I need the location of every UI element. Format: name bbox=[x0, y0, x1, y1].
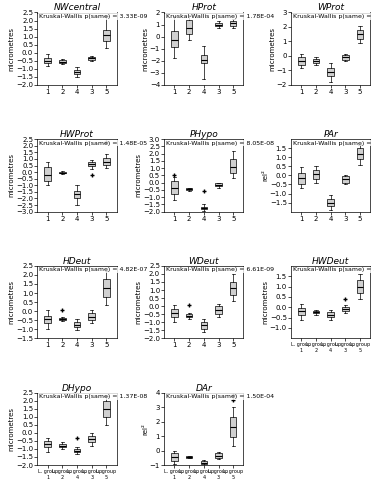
Y-axis label: micrometres: micrometres bbox=[9, 26, 15, 70]
PathPatch shape bbox=[45, 316, 51, 323]
Y-axis label: micrometres: micrometres bbox=[9, 154, 15, 198]
PathPatch shape bbox=[74, 449, 80, 452]
PathPatch shape bbox=[200, 462, 207, 464]
PathPatch shape bbox=[298, 172, 304, 184]
Y-axis label: micrometres: micrometres bbox=[135, 154, 141, 198]
Title: WDeut: WDeut bbox=[188, 257, 219, 266]
PathPatch shape bbox=[230, 417, 236, 438]
PathPatch shape bbox=[357, 280, 363, 293]
Text: Kruskal-Wallis p(same) = 3.33E-09: Kruskal-Wallis p(same) = 3.33E-09 bbox=[39, 14, 147, 19]
PathPatch shape bbox=[215, 23, 222, 26]
Y-axis label: rel²: rel² bbox=[262, 170, 268, 181]
PathPatch shape bbox=[313, 312, 319, 314]
PathPatch shape bbox=[298, 308, 304, 314]
PathPatch shape bbox=[59, 172, 66, 174]
Text: Kruskal-Wallis p(same) = 8.05E-08: Kruskal-Wallis p(same) = 8.05E-08 bbox=[166, 140, 274, 145]
Y-axis label: micrometres: micrometres bbox=[9, 280, 15, 324]
PathPatch shape bbox=[171, 30, 178, 48]
PathPatch shape bbox=[200, 322, 207, 328]
PathPatch shape bbox=[230, 21, 236, 26]
Text: Kruskal-Wallis p(same) = 5.48E-07: Kruskal-Wallis p(same) = 5.48E-07 bbox=[292, 268, 374, 272]
Text: Kruskal-Wallis p(same) = 4.82E-07: Kruskal-Wallis p(same) = 4.82E-07 bbox=[39, 268, 147, 272]
PathPatch shape bbox=[103, 30, 110, 40]
PathPatch shape bbox=[215, 454, 222, 458]
PathPatch shape bbox=[45, 167, 51, 180]
PathPatch shape bbox=[298, 58, 304, 64]
PathPatch shape bbox=[59, 318, 66, 320]
Y-axis label: micrometres: micrometres bbox=[269, 26, 275, 70]
PathPatch shape bbox=[200, 206, 207, 210]
PathPatch shape bbox=[215, 306, 222, 314]
PathPatch shape bbox=[59, 444, 66, 448]
PathPatch shape bbox=[88, 436, 95, 442]
Title: WProt: WProt bbox=[317, 4, 344, 13]
Title: HProt: HProt bbox=[191, 4, 216, 13]
Y-axis label: micrometres: micrometres bbox=[9, 407, 15, 451]
Text: Kruskal-Wallis p(same) = 2.60E-08: Kruskal-Wallis p(same) = 2.60E-08 bbox=[292, 14, 374, 19]
Text: Kruskal-Wallis p(same) = 3.09E-07: Kruskal-Wallis p(same) = 3.09E-07 bbox=[292, 140, 374, 145]
Text: Kruskal-Wallis p(same) = 1.50E-04: Kruskal-Wallis p(same) = 1.50E-04 bbox=[166, 394, 274, 399]
PathPatch shape bbox=[342, 55, 349, 60]
PathPatch shape bbox=[74, 70, 80, 74]
PathPatch shape bbox=[186, 188, 193, 190]
PathPatch shape bbox=[200, 54, 207, 63]
PathPatch shape bbox=[88, 56, 95, 60]
PathPatch shape bbox=[103, 278, 110, 296]
Text: Kruskal-Wallis p(same) = 1.78E-04: Kruskal-Wallis p(same) = 1.78E-04 bbox=[166, 14, 274, 19]
Text: Kruskal-Wallis p(same) = 1.48E-05: Kruskal-Wallis p(same) = 1.48E-05 bbox=[39, 140, 147, 145]
Title: HWDeut: HWDeut bbox=[312, 257, 349, 266]
PathPatch shape bbox=[88, 162, 95, 166]
PathPatch shape bbox=[342, 176, 349, 182]
PathPatch shape bbox=[313, 59, 319, 63]
PathPatch shape bbox=[357, 148, 363, 159]
Y-axis label: rel²: rel² bbox=[142, 423, 148, 434]
PathPatch shape bbox=[327, 312, 334, 316]
Title: HDeut: HDeut bbox=[63, 257, 91, 266]
Title: PHypo: PHypo bbox=[190, 130, 218, 139]
Y-axis label: micrometres: micrometres bbox=[142, 26, 148, 70]
PathPatch shape bbox=[313, 170, 319, 179]
PathPatch shape bbox=[59, 60, 66, 63]
PathPatch shape bbox=[171, 454, 178, 460]
Title: DHypo: DHypo bbox=[62, 384, 92, 392]
PathPatch shape bbox=[74, 322, 80, 328]
PathPatch shape bbox=[327, 199, 334, 206]
Text: Kruskal-Wallis p(same) = 1.37E-08: Kruskal-Wallis p(same) = 1.37E-08 bbox=[39, 394, 147, 399]
Title: DAr: DAr bbox=[196, 384, 212, 392]
Title: PAr: PAr bbox=[323, 130, 338, 139]
PathPatch shape bbox=[74, 190, 80, 198]
PathPatch shape bbox=[357, 30, 363, 38]
PathPatch shape bbox=[186, 314, 193, 318]
Y-axis label: micrometres: micrometres bbox=[262, 280, 268, 324]
PathPatch shape bbox=[230, 160, 236, 172]
PathPatch shape bbox=[88, 313, 95, 320]
PathPatch shape bbox=[103, 158, 110, 165]
PathPatch shape bbox=[45, 58, 51, 63]
PathPatch shape bbox=[45, 441, 51, 448]
PathPatch shape bbox=[186, 456, 193, 458]
Text: Kruskal-Wallis p(same) = 6.61E-09: Kruskal-Wallis p(same) = 6.61E-09 bbox=[166, 268, 274, 272]
Y-axis label: micrometres: micrometres bbox=[135, 280, 141, 324]
PathPatch shape bbox=[103, 400, 110, 416]
PathPatch shape bbox=[171, 181, 178, 194]
PathPatch shape bbox=[230, 282, 236, 295]
PathPatch shape bbox=[186, 20, 193, 34]
Title: NWcentral: NWcentral bbox=[53, 4, 101, 13]
Title: HWProt: HWProt bbox=[60, 130, 94, 139]
PathPatch shape bbox=[171, 310, 178, 318]
PathPatch shape bbox=[215, 184, 222, 186]
PathPatch shape bbox=[342, 308, 349, 312]
PathPatch shape bbox=[327, 68, 334, 76]
